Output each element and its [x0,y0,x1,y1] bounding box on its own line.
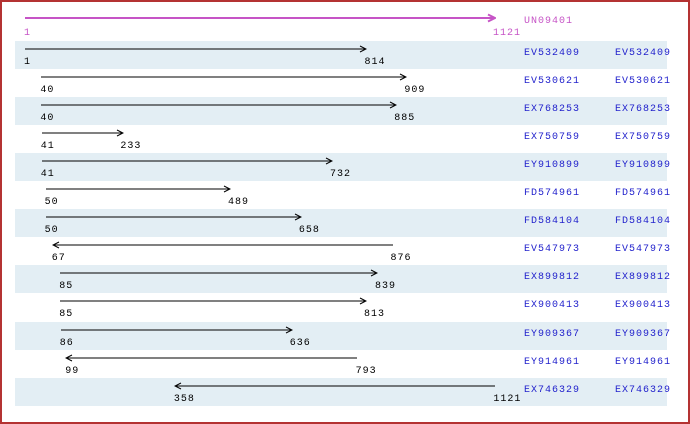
alignment-end-coord: 636 [289,337,311,349]
accession-link-secondary[interactable]: EX768253 [615,103,672,115]
alignment-end-coord: 885 [394,112,416,124]
accession-link-secondary[interactable]: EX899812 [615,272,672,284]
accession-link-secondary[interactable]: EV547973 [615,244,672,256]
alignment-arrow [60,269,379,277]
reference-accession-link[interactable]: UN09401 [524,16,574,27]
accession-link[interactable]: EY914961 [524,356,581,368]
row-band [15,40,667,69]
row-band [15,265,667,294]
reference-end-coord: 1121 [493,28,522,39]
alignment-start-coord: 41 [40,168,55,180]
accession-link-secondary[interactable]: FD574961 [615,188,672,199]
alignment-start-coord: 99 [65,365,80,377]
accession-link[interactable]: EX768253 [524,103,581,115]
row-band [15,96,667,125]
accession-link[interactable]: EY909367 [524,328,581,340]
alignment-end-coord: 876 [390,253,412,265]
alignment-arrow [41,157,333,165]
alignment-start-coord: 85 [59,309,74,321]
accession-link[interactable]: EV547973 [524,244,581,256]
accession-link[interactable]: EV530621 [524,75,581,87]
accession-link[interactable]: EX750759 [524,131,581,143]
alignment-arrow [41,73,408,81]
reference-start-coord: 1 [24,28,32,39]
accession-link[interactable]: FD584104 [524,216,581,228]
alignment-end-coord: 1121 [493,393,522,405]
alignment-arrow [41,129,124,137]
accession-link[interactable]: EX899812 [524,272,581,284]
accession-link-secondary[interactable]: EY914961 [615,356,672,368]
row-band [15,209,667,238]
alignment-start-coord: 40 [40,112,55,124]
accession-link-secondary[interactable]: FD584104 [615,216,672,228]
accession-link[interactable]: EV532409 [524,47,581,59]
alignment-arrow [173,382,495,390]
alignment-start-coord: 1 [24,56,32,68]
alignment-arrow [25,13,496,22]
alignment-end-coord: 489 [228,197,250,208]
row-band [15,377,667,406]
alignment-arrow [25,45,367,52]
alignment-arrow [51,241,393,249]
accession-link[interactable]: EX900413 [524,300,581,312]
alignment-start-coord: 41 [40,140,55,152]
alignment-end-coord: 814 [364,56,386,68]
row-band [15,152,667,181]
alignment-start-coord: 50 [44,225,59,237]
accession-link-secondary[interactable]: EV532409 [615,47,672,59]
accession-link[interactable]: EX746329 [524,384,581,396]
accession-link-secondary[interactable]: EY909367 [615,328,672,340]
alignment-end-coord: 909 [404,84,426,96]
accession-link[interactable]: EY910899 [524,159,581,171]
alignment-start-coord: 67 [51,253,66,265]
alignment-start-coord: 86 [59,337,74,349]
accession-link-secondary[interactable]: EY910899 [615,159,672,171]
alignment-end-coord: 233 [120,140,142,152]
alignment-arrow [65,354,358,362]
alignment-start-coord: 50 [44,197,59,208]
row-band [15,321,667,350]
accession-link-secondary[interactable]: EX900413 [615,300,672,312]
alignment-arrow [60,326,293,333]
alignment-start-coord: 358 [173,393,195,405]
alignment-end-coord: 793 [355,365,377,377]
alignment-end-coord: 732 [330,168,352,180]
accession-link-secondary[interactable]: EX746329 [615,384,672,396]
accession-link-secondary[interactable]: EX750759 [615,131,672,143]
alignment-arrow [60,297,368,305]
alignment-start-coord: 85 [59,281,74,293]
accession-link[interactable]: FD574961 [524,188,581,199]
accession-link-secondary[interactable]: EV530621 [615,75,672,87]
alignment-arrow [45,213,302,221]
alignment-arrow [45,185,231,193]
alignment-end-coord: 839 [375,281,397,293]
alignment-end-coord: 658 [298,225,320,237]
alignment-start-coord: 40 [40,84,55,96]
alignment-arrow [41,101,398,109]
alignment-end-coord: 813 [364,309,386,321]
